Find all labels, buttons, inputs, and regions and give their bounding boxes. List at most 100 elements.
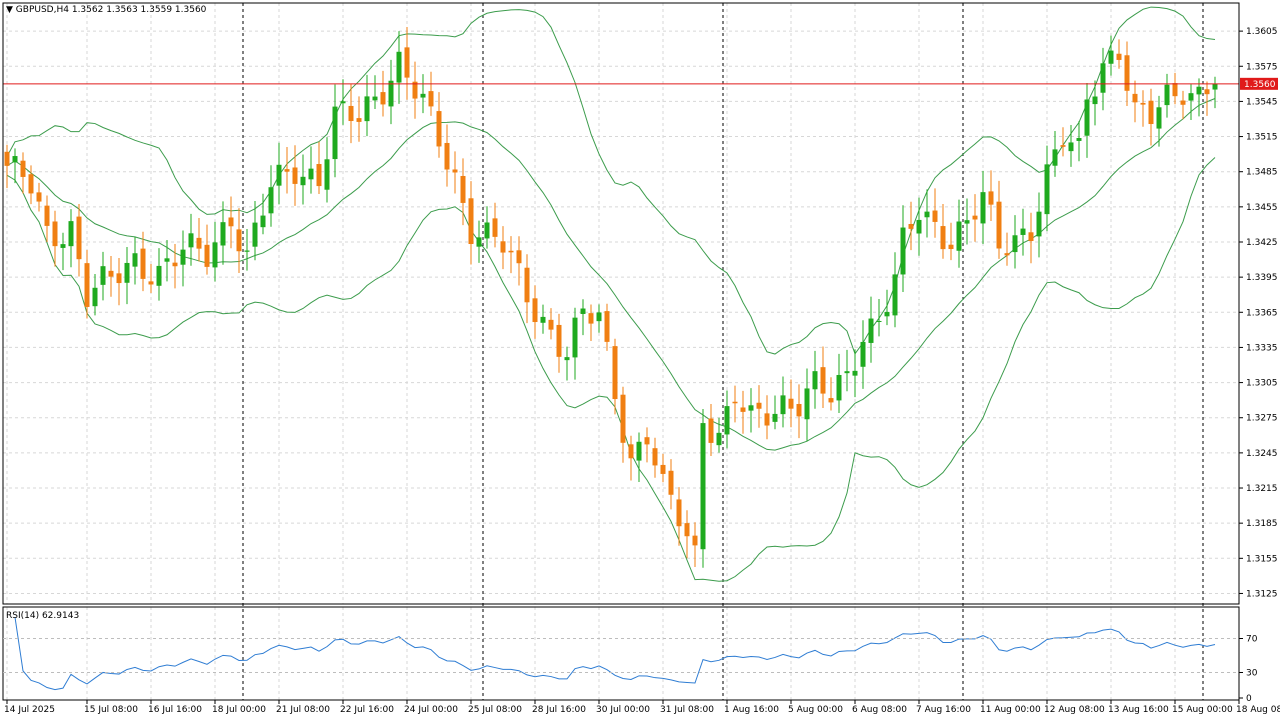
rsi-line	[14, 617, 1216, 691]
bull-candle	[1196, 86, 1202, 95]
bull-candle	[260, 215, 266, 228]
bear-candle	[4, 151, 10, 166]
bollinger-upper	[6, 6, 1216, 355]
bear-candle	[460, 175, 466, 203]
bear-candle	[508, 250, 514, 253]
time-tick-label: 12 Aug 08:00	[1044, 705, 1105, 715]
bull-candle	[188, 233, 194, 248]
time-tick-label: 15 Jul 08:00	[84, 705, 138, 715]
bull-candle	[540, 316, 546, 323]
bull-candle	[868, 318, 874, 343]
bull-candle	[956, 221, 962, 251]
bear-candle	[1124, 55, 1130, 91]
axes-frame	[2, 2, 1240, 701]
bear-candle	[588, 313, 594, 324]
bull-candle	[716, 432, 722, 446]
price-tick-label: 1.3125	[1246, 589, 1278, 599]
bear-candle	[1172, 83, 1178, 97]
bull-candle	[580, 308, 586, 314]
bear-candle	[316, 164, 322, 187]
bull-candle	[1076, 138, 1082, 141]
bear-candle	[44, 205, 50, 226]
time-tick-label: 15 Aug 00:00	[1172, 705, 1233, 715]
rsi-panel-frame	[2, 606, 1240, 701]
bull-candle	[852, 370, 858, 376]
bull-candle	[1012, 235, 1018, 253]
price-tick-label: 1.3275	[1246, 414, 1278, 424]
bear-candle	[1140, 102, 1146, 105]
bull-candle	[372, 96, 378, 101]
bear-candle	[436, 111, 442, 147]
bear-candle	[996, 201, 1002, 249]
bull-candle	[1156, 107, 1162, 129]
bull-candle	[388, 80, 394, 107]
bull-candle	[268, 187, 274, 214]
bull-candle	[132, 253, 138, 267]
bear-candle	[1004, 253, 1010, 256]
bull-candle	[804, 388, 810, 420]
bear-candle	[1060, 145, 1066, 147]
price-axis-ticks: 1.3605 1.3575 1.3545 1.3515 1.3485 1.3455 1.34…	[1239, 27, 1278, 599]
bull-candle	[596, 312, 602, 322]
bull-candle	[780, 395, 786, 415]
bear-candle	[524, 267, 530, 303]
bull-candle	[100, 266, 106, 285]
bear-candle	[204, 244, 210, 267]
bull-candle	[1052, 149, 1058, 166]
bull-candle	[92, 287, 98, 307]
time-tick-label: 11 Aug 00:00	[980, 705, 1041, 715]
time-tick-label: 16 Jul 16:00	[148, 705, 202, 715]
bear-candle	[948, 244, 954, 250]
bull-candle	[60, 244, 66, 248]
price-tick-label: 1.3575	[1246, 62, 1278, 72]
bear-candle	[1028, 232, 1034, 242]
bull-candle	[180, 249, 186, 265]
bull-candle	[1036, 211, 1042, 237]
symbol-label: GBPUSD,H4	[15, 5, 69, 15]
bull-candle	[772, 413, 778, 422]
bull-candle	[124, 262, 130, 283]
ohlc-values: 1.3562 1.3563 1.3559 1.3560	[71, 5, 207, 15]
candlesticks[interactable]	[4, 27, 1218, 568]
bear-candle	[36, 192, 42, 202]
price-tick-label: 1.3395	[1246, 273, 1278, 283]
bear-candle	[228, 217, 234, 227]
bear-candle	[140, 248, 146, 279]
time-tick-label: 28 Jul 16:00	[532, 705, 586, 715]
bear-candle	[764, 413, 770, 426]
bull-candle	[1068, 142, 1074, 152]
price-tick-label: 1.3215	[1246, 484, 1278, 494]
time-tick-label: 6 Aug 08:00	[852, 705, 907, 715]
bull-candle	[220, 222, 226, 246]
price-tick-label: 1.3515	[1246, 133, 1278, 143]
bull-candle	[916, 219, 922, 234]
bear-candle	[604, 311, 610, 342]
bear-candle	[1204, 89, 1210, 95]
time-tick-label: 18 Jul 00:00	[212, 705, 266, 715]
bull-candle	[724, 406, 730, 435]
bear-candle	[796, 403, 802, 417]
bear-candle	[820, 367, 826, 394]
chart-menu-marker-icon[interactable]: ▼	[6, 5, 13, 15]
bear-candle	[1148, 100, 1154, 125]
price-tick-label: 1.3425	[1246, 238, 1278, 248]
bear-candle	[828, 398, 834, 403]
bull-candle	[476, 237, 482, 247]
time-tick-label: 25 Jul 08:00	[468, 705, 522, 715]
bear-candle	[932, 210, 938, 222]
time-tick-label: 31 Jul 08:00	[660, 705, 714, 715]
bear-candle	[644, 437, 650, 445]
bull-candle	[244, 250, 250, 252]
bear-candle	[628, 444, 634, 459]
bear-candle	[52, 221, 58, 247]
price-tick-label: 1.3185	[1246, 519, 1278, 529]
bear-candle	[708, 418, 714, 443]
bull-candle	[980, 192, 986, 224]
bull-candle	[844, 371, 850, 374]
bull-candle	[340, 101, 346, 104]
time-tick-label: 13 Aug 16:00	[1108, 705, 1169, 715]
price-tick-label: 1.3305	[1246, 379, 1278, 389]
current-price-line: 1.3560	[3, 77, 1278, 90]
